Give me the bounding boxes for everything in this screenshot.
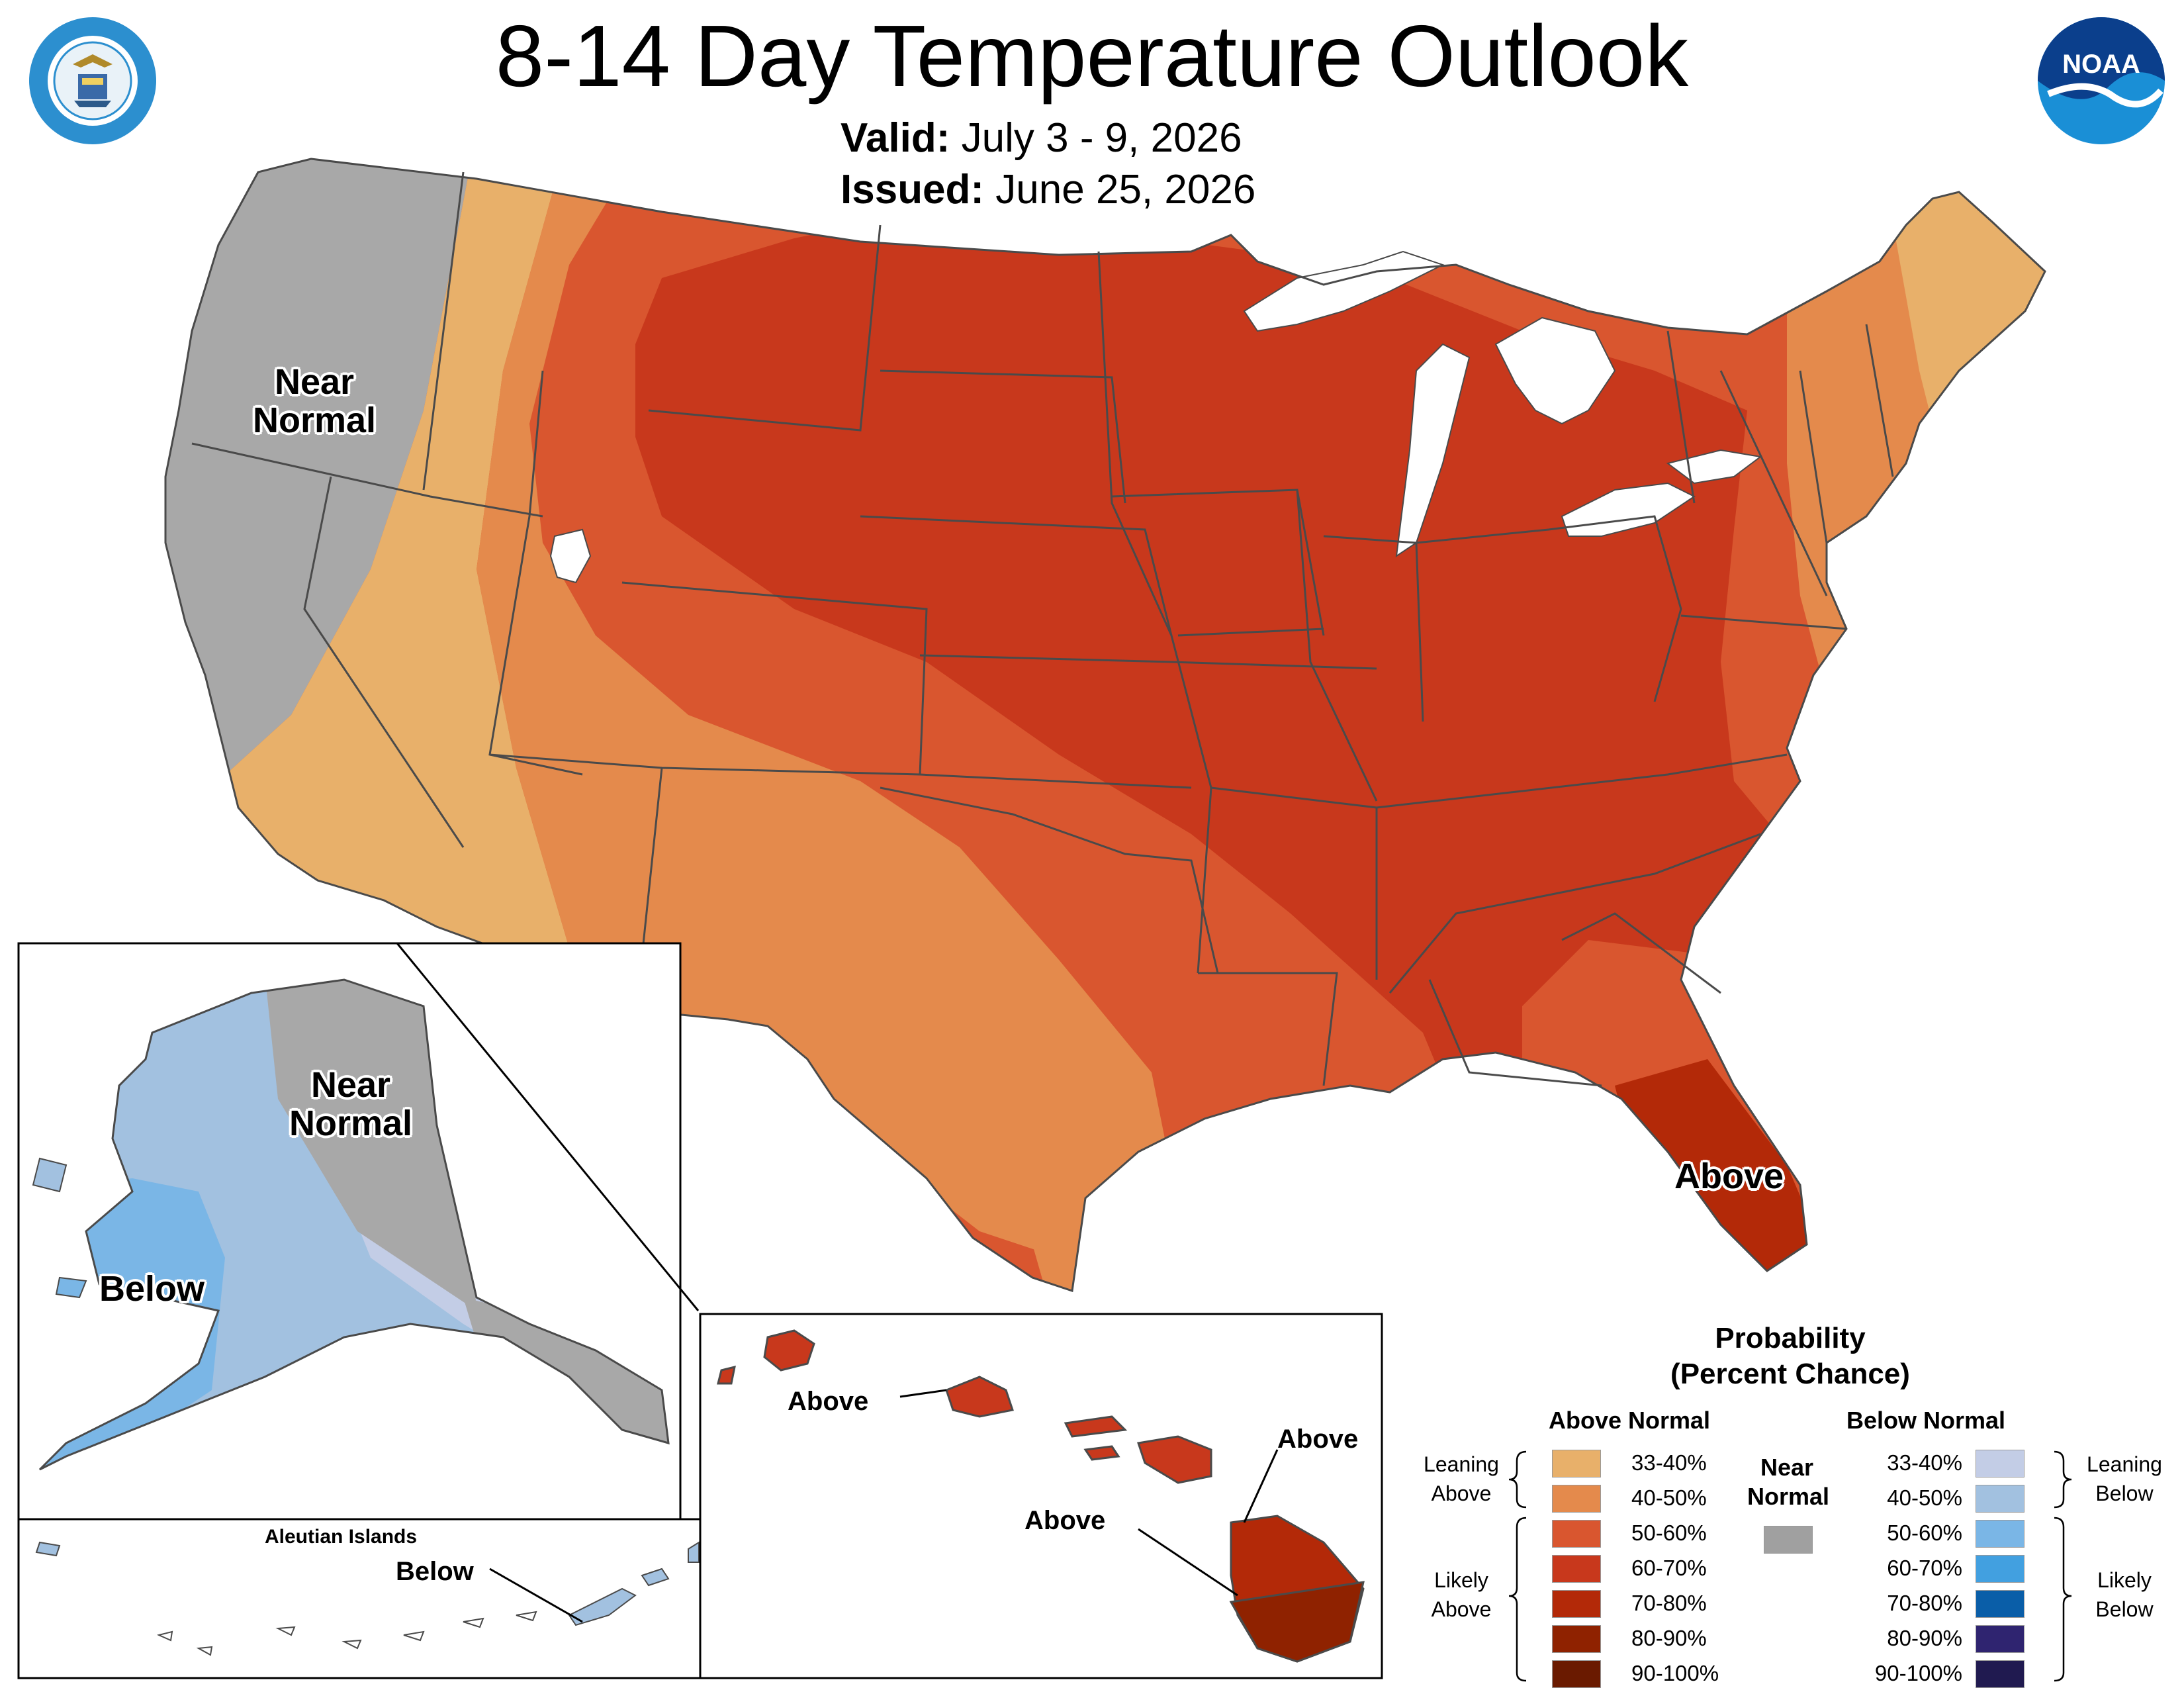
alaska-below-label: Below — [99, 1269, 205, 1309]
valid-label: Valid: — [841, 115, 950, 161]
leaning-above-label: Leaning Above — [1415, 1450, 1508, 1508]
above-swatch-1 — [1552, 1485, 1601, 1513]
legend-title-line2: (Percent Chance) — [1670, 1358, 1910, 1390]
alaska-near-normal-label: Near Normal — [278, 1066, 424, 1143]
legend-title: Probability (Percent Chance) — [1396, 1321, 2184, 1392]
above-swatch-0 — [1552, 1450, 1601, 1477]
below-label-1: 40-50% — [1887, 1485, 1962, 1510]
doc-seal-icon — [29, 17, 156, 144]
above-label-5: 80-90% — [1631, 1626, 1707, 1650]
below-swatch-0 — [1976, 1450, 2025, 1477]
near-normal-swatch — [1764, 1526, 1813, 1554]
aleutian-below-label: Below — [396, 1557, 474, 1586]
near-heading-line1: Near — [1760, 1454, 1814, 1481]
above-label-1: 40-50% — [1631, 1485, 1707, 1510]
svg-text:NOAA: NOAA — [2062, 50, 2140, 79]
below-label-3: 60-70% — [1887, 1556, 1962, 1580]
leaning-below-line1: Leaning — [2087, 1452, 2162, 1476]
hawaii-above-label-1: Above — [788, 1387, 869, 1416]
valid-dates: Valid: July 3 - 9, 2026 — [841, 114, 1242, 163]
alaska-inset — [17, 942, 702, 1679]
leaning-below-line2: Below — [2095, 1481, 2154, 1505]
legend-braces — [1508, 1450, 2072, 1682]
issued-label: Issued: — [841, 167, 985, 212]
conus-near-normal-label: Near Normal — [238, 363, 390, 440]
likely-above-label: Likely Above — [1415, 1566, 1508, 1624]
above-label-0: 33-40% — [1631, 1450, 1707, 1475]
below-swatch-1 — [1976, 1485, 2025, 1513]
conus-near-label-line2: Normal — [252, 400, 377, 441]
noaa-logo-icon: NOAA — [2038, 17, 2165, 144]
valid-value: July 3 - 9, 2026 — [961, 115, 1242, 161]
leaning-below-label: Leaning Below — [2078, 1450, 2171, 1508]
near-normal-heading: Near Normal — [1747, 1453, 1830, 1511]
below-swatch-5 — [1976, 1625, 2025, 1653]
above-swatch-4 — [1552, 1590, 1601, 1618]
above-swatch-5 — [1552, 1625, 1601, 1653]
legend-title-line1: Probability — [1715, 1322, 1866, 1354]
above-normal-heading: Above Normal — [1549, 1407, 1711, 1434]
hawaii-above-label-3: Above — [1024, 1506, 1106, 1535]
leaning-above-line2: Above — [1431, 1481, 1492, 1505]
aleutian-title: Aleutian Islands — [265, 1526, 418, 1548]
above-label-3: 60-70% — [1631, 1556, 1707, 1580]
below-swatch-3 — [1976, 1555, 2025, 1583]
likely-below-line2: Below — [2095, 1597, 2154, 1621]
near-heading-line2: Normal — [1747, 1483, 1830, 1510]
leaning-above-line1: Leaning — [1424, 1452, 1499, 1476]
state-borders — [164, 158, 2046, 1292]
page-title: 8-14 Day Temperature Outlook — [495, 7, 1689, 105]
below-label-5: 80-90% — [1887, 1626, 1962, 1650]
hawaii-above-label-2: Above — [1277, 1425, 1359, 1454]
above-label-6: 90-100% — [1631, 1661, 1719, 1685]
alaska-near-label-line2: Normal — [289, 1103, 413, 1144]
below-swatch-2 — [1976, 1520, 2025, 1548]
above-swatch-2 — [1552, 1520, 1601, 1548]
likely-above-line1: Likely — [1434, 1568, 1488, 1592]
below-label-4: 70-80% — [1887, 1591, 1962, 1615]
likely-below-label: Likely Below — [2078, 1566, 2171, 1624]
hawaii-inset — [699, 1313, 1383, 1679]
conus-above-label: Above — [1674, 1156, 1784, 1196]
above-swatch-3 — [1552, 1555, 1601, 1583]
great-salt-lake — [549, 528, 592, 584]
legend: Probability (Percent Chance) Above Norma… — [1396, 1321, 2184, 1688]
below-swatch-6 — [1976, 1660, 2025, 1688]
great-lakes — [1243, 250, 1762, 558]
issued-value: June 25, 2026 — [995, 167, 1256, 212]
likely-below-line1: Likely — [2097, 1568, 2152, 1592]
alaska-near-label-line1: Near — [310, 1065, 391, 1105]
issued-date: Issued: June 25, 2026 — [841, 165, 1255, 214]
below-normal-heading: Below Normal — [1846, 1407, 2006, 1434]
above-label-2: 50-60% — [1631, 1521, 1707, 1545]
below-swatch-4 — [1976, 1590, 2025, 1618]
below-label-6: 90-100% — [1874, 1661, 1962, 1685]
below-label-2: 50-60% — [1887, 1521, 1962, 1545]
conus-near-label-line1: Near — [274, 362, 355, 402]
likely-above-line2: Above — [1431, 1597, 1492, 1621]
below-label-0: 33-40% — [1887, 1450, 1962, 1475]
above-label-4: 70-80% — [1631, 1591, 1707, 1615]
